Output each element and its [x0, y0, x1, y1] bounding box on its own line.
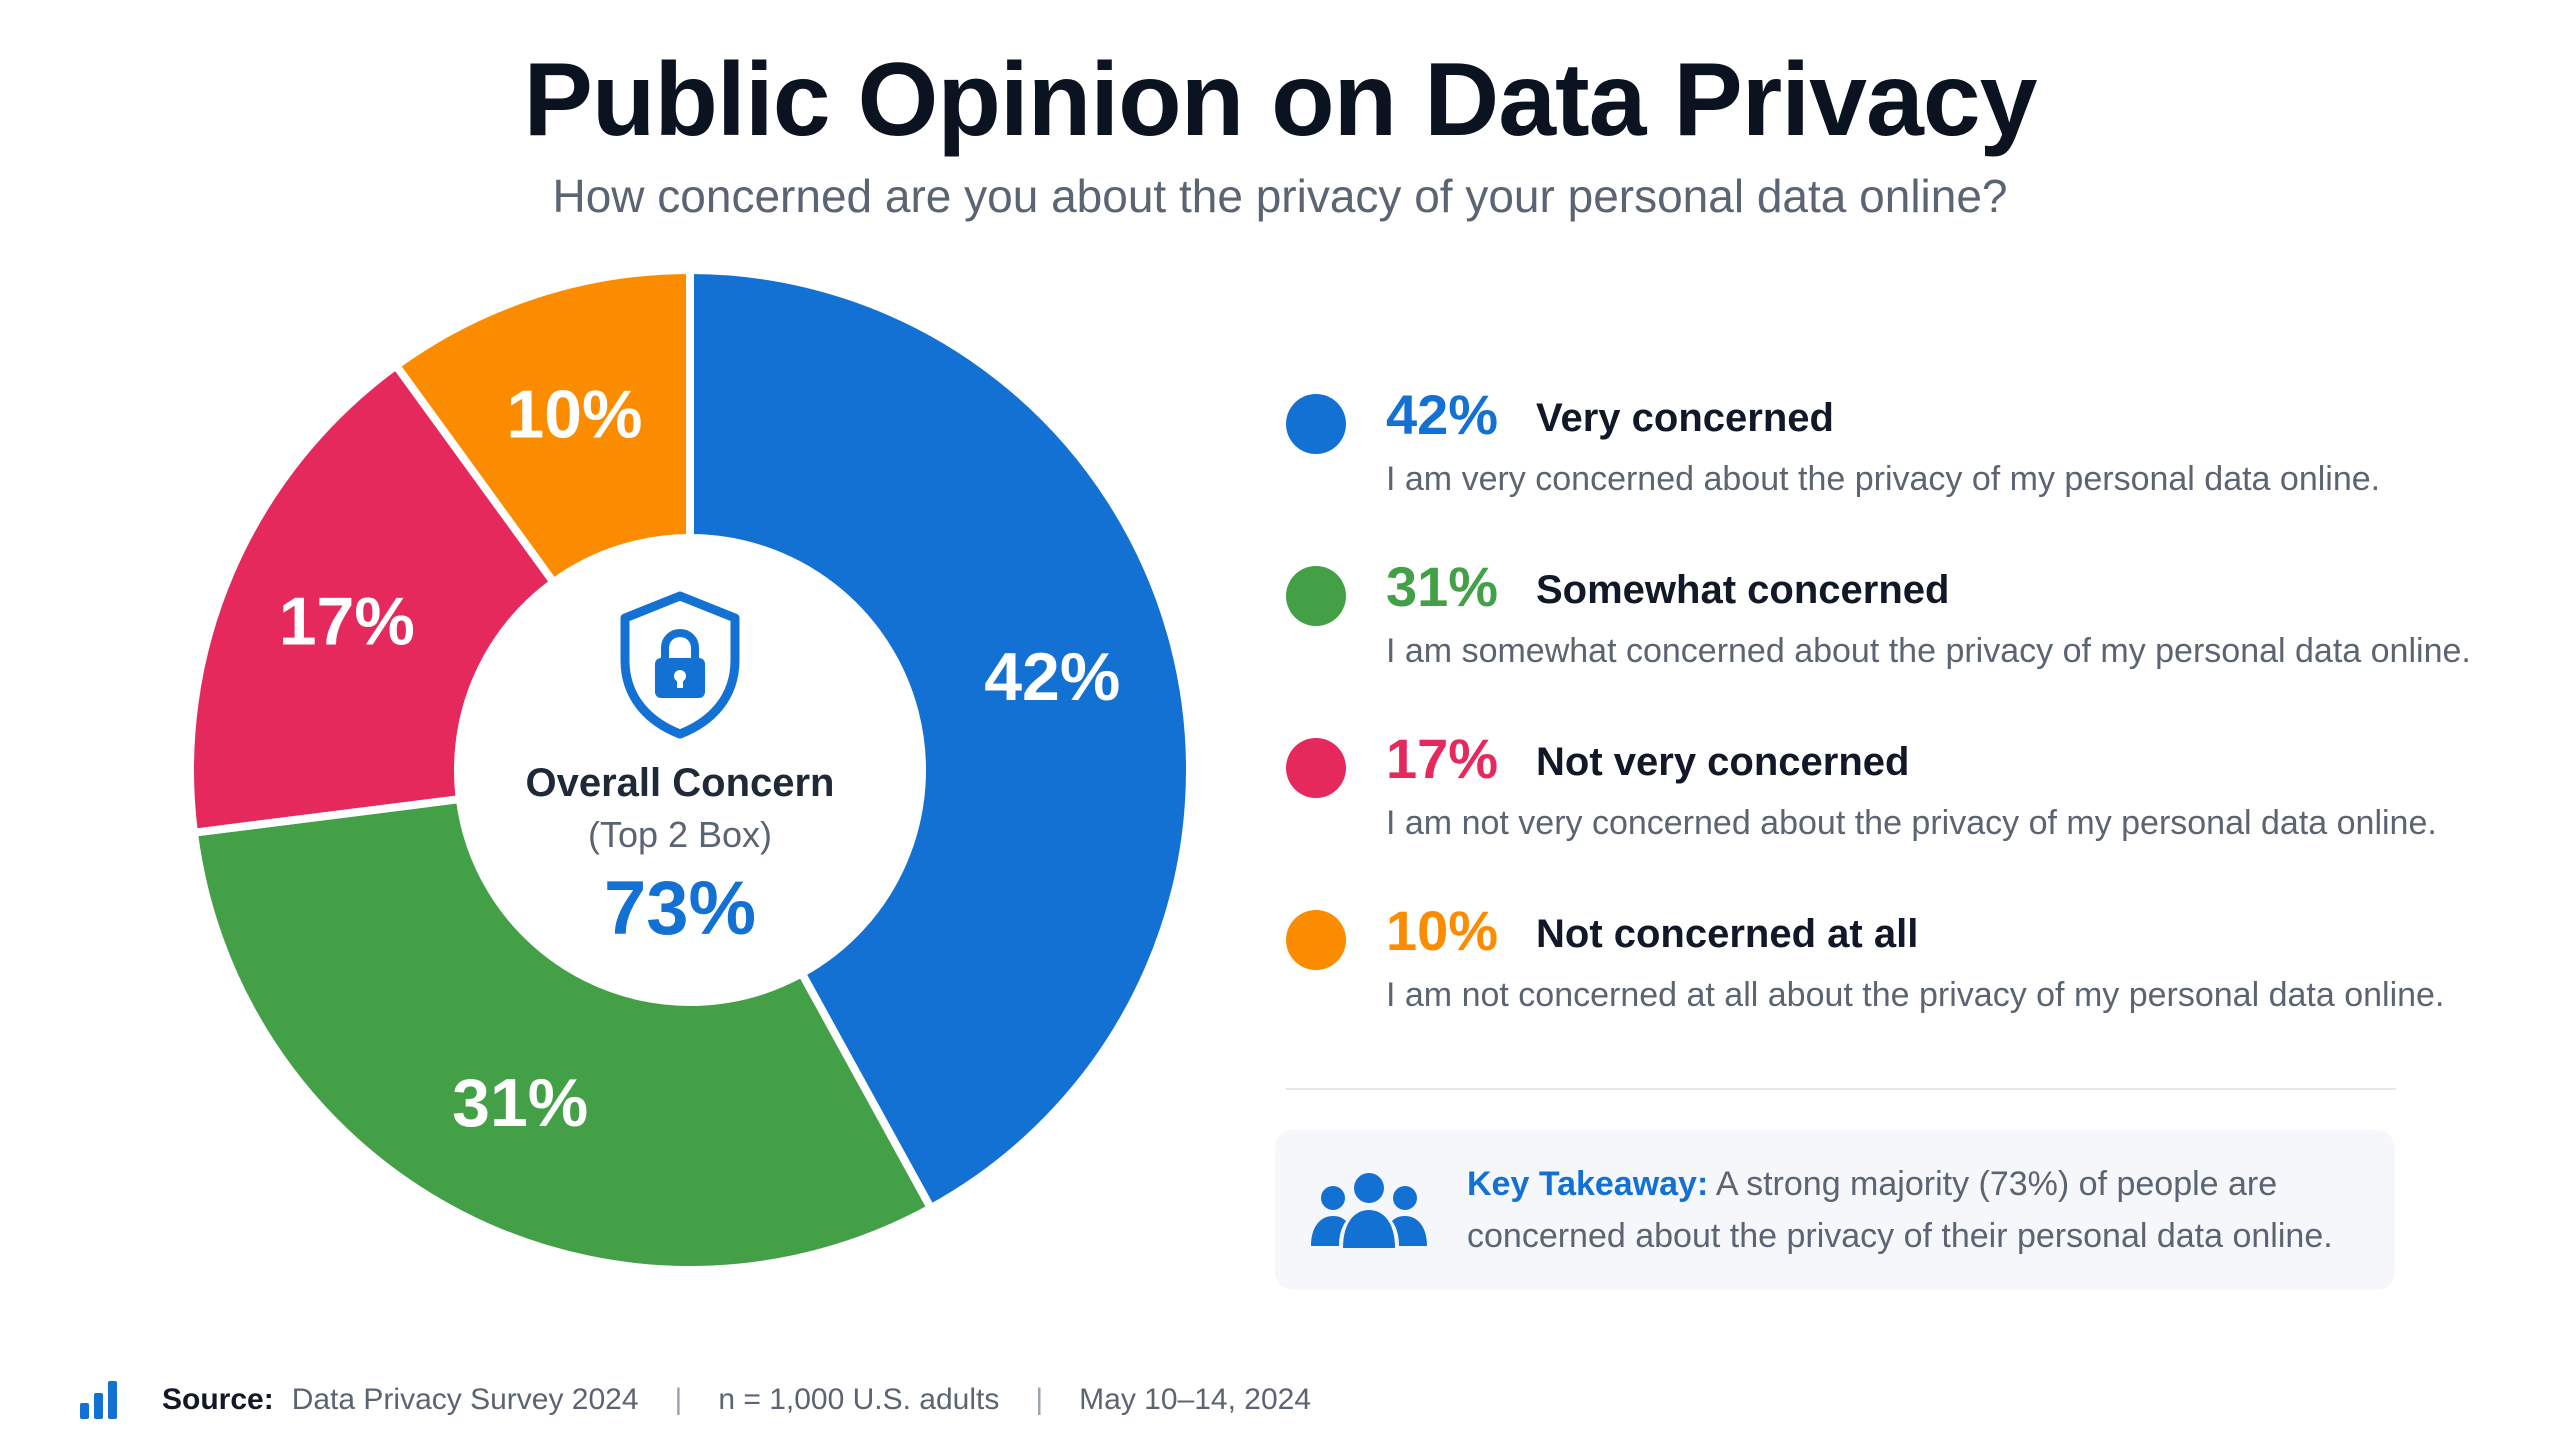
people-icon	[1311, 1173, 1427, 1248]
key-takeaway-lead: Key Takeaway:	[1467, 1165, 1709, 1203]
legend-dot	[1286, 394, 1346, 454]
center-subtitle: (Top 2 Box)	[587, 814, 773, 855]
legend: 42% Very concerned I am very concerned a…	[1286, 380, 2486, 1068]
shield-lock-icon	[620, 591, 740, 739]
legend-dot	[1286, 566, 1346, 626]
separator: |	[674, 1383, 683, 1416]
legend-item-somewhat-concerned: 31% Somewhat concerned I am somewhat con…	[1286, 552, 2486, 724]
key-takeaway-body: A strong majority (73%) of people are co…	[1467, 1165, 2333, 1255]
legend-dot	[1286, 910, 1346, 970]
donut-chart: 42% 31% 17% 10%	[186, 266, 1194, 1274]
donut-slice-very-concerned	[686, 266, 1194, 1213]
legend-percent: 10%	[1386, 899, 1499, 962]
page-subtitle: How concerned are you about the privacy …	[552, 170, 2008, 222]
legend-description: I am not concerned at all about the priv…	[1386, 976, 2445, 1014]
center-title: Overall Concern	[525, 761, 835, 805]
legend-item-not-concerned-at-all: 10% Not concerned at all I am not concer…	[1286, 896, 2486, 1068]
legend-dot	[1286, 738, 1346, 798]
legend-label: Somewhat concerned	[1536, 568, 1950, 612]
footer: Source: Data Privacy Survey 2024 | n = 1…	[78, 1370, 1478, 1430]
donut-center: Overall Concern (Top 2 Box) 73%	[450, 590, 910, 990]
slice-label: 10%	[506, 376, 642, 452]
key-takeaway-text: Key Takeaway: A strong majority (73%) of…	[1467, 1158, 2367, 1262]
key-takeaway-box: Key Takeaway: A strong majority (73%) of…	[1275, 1130, 2395, 1290]
legend-label: Very concerned	[1536, 396, 1834, 440]
legend-description: I am somewhat concerned about the privac…	[1386, 632, 2471, 670]
sample-size: n = 1,000 U.S. adults	[718, 1383, 1000, 1416]
center-value: 73%	[603, 866, 757, 951]
legend-percent: 31%	[1386, 555, 1499, 618]
page-title: Public Opinion on Data Privacy	[523, 42, 2038, 158]
legend-percent: 17%	[1386, 727, 1499, 790]
donut-slice-somewhat-concerned	[189, 795, 935, 1274]
legend-percent: 42%	[1386, 383, 1499, 446]
donut-slice-not-very-concerned	[186, 361, 558, 837]
legend-description: I am not very concerned about the privac…	[1386, 804, 2437, 842]
legend-label: Not concerned at all	[1536, 912, 1919, 956]
slice-label: 17%	[279, 583, 415, 659]
source-text: Data Privacy Survey 2024	[291, 1383, 639, 1416]
divider	[1286, 1088, 2396, 1090]
donut-slice-not-concerned-at-all	[392, 266, 694, 587]
legend-item-not-very-concerned: 17% Not very concerned I am not very con…	[1286, 724, 2486, 896]
survey-date: May 10–14, 2024	[1079, 1383, 1311, 1416]
bar-chart-icon	[80, 1381, 117, 1419]
legend-item-very-concerned: 42% Very concerned I am very concerned a…	[1286, 380, 2486, 552]
legend-description: I am very concerned about the privacy of…	[1386, 460, 2381, 498]
slice-label: 31%	[452, 1065, 588, 1141]
legend-label: Not very concerned	[1536, 740, 1910, 784]
source-label: Source:	[162, 1383, 274, 1416]
slice-label: 42%	[984, 639, 1120, 715]
separator: |	[1035, 1383, 1044, 1416]
